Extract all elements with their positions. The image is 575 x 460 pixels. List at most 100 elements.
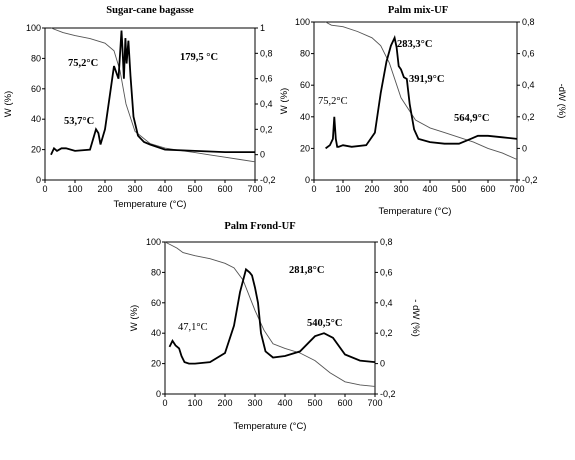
series-line-dw	[325, 34, 518, 150]
x-tick-labels: 0 100 200 300 400 500 600 700	[42, 184, 262, 194]
chart-sugar-cane-bagasse: Sugar-cane bagasse 0 100 200 300 400 500…	[3, 5, 276, 210]
x-tick-label: 100	[335, 184, 350, 194]
x-tick-label: 500	[451, 184, 466, 194]
x-tick-label: 600	[480, 184, 495, 194]
x-tick-label: 500	[307, 398, 322, 408]
x-tick-label: 100	[67, 184, 82, 194]
series-line-w	[164, 241, 376, 387]
x-tick-label: 200	[97, 184, 112, 194]
annotation: 75,2°C	[318, 96, 348, 107]
y-tick-label: 40	[300, 112, 310, 122]
y-tick-label: 0	[156, 389, 161, 399]
y-tick-labels: 0 20 40 60 80 100	[146, 237, 161, 399]
x-tick-label: 300	[127, 184, 142, 194]
series-line-dw	[50, 30, 255, 156]
x-tick-label: 400	[422, 184, 437, 194]
y-tick-label: 40	[31, 114, 41, 124]
chart-palm-mix-uf: Palm mix-UF 0 100 200 300 400 500 600 70…	[279, 5, 567, 217]
annotation: 47,1°C	[178, 322, 208, 333]
y-axis-label: W (%)	[3, 91, 14, 117]
x-tick-label: 200	[217, 398, 232, 408]
y2-tick-label: 0,4	[522, 80, 535, 90]
plot-frame	[164, 241, 376, 395]
y2-tick-label: 0	[380, 359, 385, 369]
x-tick-label: 700	[247, 184, 262, 194]
y-tick-label: 100	[295, 17, 310, 27]
y2-tick-label: 1	[260, 23, 265, 33]
y2-tick-label: 0,6	[260, 74, 273, 84]
y2-tick-label: 0,4	[260, 99, 273, 109]
y-tick-labels: 0 20 40 60 80 100	[295, 17, 310, 185]
y-tick-label: 20	[31, 145, 41, 155]
x-tick-label: 200	[364, 184, 379, 194]
x-tick-label: 600	[337, 398, 352, 408]
series-line-w	[50, 27, 256, 163]
annotation: 75,2°C	[68, 58, 98, 69]
y-tick-label: 0	[36, 175, 41, 185]
y2-tick-labels: -0,2 0 0,2 0,4 0,6 0,8	[522, 17, 538, 185]
y-tick-labels: 0 20 40 60 80 100	[26, 23, 41, 185]
y-tick-label: 0	[305, 175, 310, 185]
x-tick-label: 400	[277, 398, 292, 408]
y-tick-label: 80	[300, 49, 310, 59]
annotation: 391,9°C	[409, 74, 444, 85]
x-tick-label: 0	[162, 398, 167, 408]
y-tick-label: 20	[300, 143, 310, 153]
y-axis-label: W (%)	[279, 88, 290, 114]
y2-tick-label: -0,2	[522, 175, 538, 185]
y2-tick-labels: -0,2 0 0,2 0,4 0,6 0,8	[380, 237, 396, 399]
y-tick-label: 100	[26, 23, 41, 33]
y2-tick-label: 0,2	[260, 124, 273, 134]
y2-axis-label: -dW (%)	[556, 84, 567, 119]
y2-tick-label: 0	[522, 143, 527, 153]
y-tick-label: 20	[151, 359, 161, 369]
annotation: 540,5°C	[307, 318, 342, 329]
y2-tick-label: 0,8	[522, 17, 535, 27]
y-tick-label: 60	[151, 298, 161, 308]
y2-tick-label: -0,2	[260, 175, 276, 185]
y-tick-label: 80	[151, 267, 161, 277]
x-tick-label: 500	[187, 184, 202, 194]
y-tick-label: 80	[31, 53, 41, 63]
y-tick-label: 60	[300, 80, 310, 90]
y2-tick-label: -0,2	[380, 389, 396, 399]
y2-tick-label: 0	[260, 150, 265, 160]
y2-tick-label: 0,6	[380, 267, 393, 277]
y2-tick-labels: -0,2 0 0,2 0,4 0,6 0,8 1	[260, 23, 276, 185]
x-tick-label: 0	[42, 184, 47, 194]
chart-title: Sugar-cane bagasse	[106, 5, 194, 16]
y2-tick-label: 0,4	[380, 298, 393, 308]
y-tick-label: 40	[151, 328, 161, 338]
x-axis-label: Temperature (°C)	[379, 206, 452, 217]
y2-tick-label: 0,6	[522, 49, 535, 59]
chart-title: Palm Frond-UF	[224, 221, 295, 232]
chart-palm-frond-uf: Palm Frond-UF 0 100 200 300 400 500 600 …	[129, 221, 421, 432]
x-tick-label: 400	[157, 184, 172, 194]
x-tick-label: 300	[247, 398, 262, 408]
x-tick-label: 0	[311, 184, 316, 194]
x-tick-label: 300	[393, 184, 408, 194]
x-tick-labels: 0 100 200 300 400 500 600 700	[311, 184, 524, 194]
plot-frame	[313, 21, 518, 181]
annotation: 53,7°C	[64, 116, 94, 127]
chart-title: Palm mix-UF	[388, 5, 448, 16]
y2-tick-label: 0,8	[380, 237, 393, 247]
y-tick-label: 100	[146, 237, 161, 247]
x-tick-label: 600	[217, 184, 232, 194]
annotation: 283,3°C	[397, 39, 432, 50]
annotation: 179,5 °C	[180, 52, 218, 63]
y-axis-label: W (%)	[129, 305, 140, 331]
annotation: 281,8°C	[289, 265, 324, 276]
x-tick-label: 700	[509, 184, 524, 194]
y2-tick-label: 0,8	[260, 48, 273, 58]
y2-axis-label: - dW (%)	[410, 299, 421, 336]
series-line-w	[325, 21, 518, 160]
x-tick-labels: 0 100 200 300 400 500 600 700	[162, 398, 382, 408]
series-line-dw	[168, 267, 376, 365]
y-tick-label: 60	[31, 84, 41, 94]
x-axis-label: Temperature (°C)	[234, 421, 307, 432]
x-tick-label: 700	[367, 398, 382, 408]
annotation: 564,9°C	[454, 113, 489, 124]
x-axis-label: Temperature (°C)	[114, 199, 187, 210]
